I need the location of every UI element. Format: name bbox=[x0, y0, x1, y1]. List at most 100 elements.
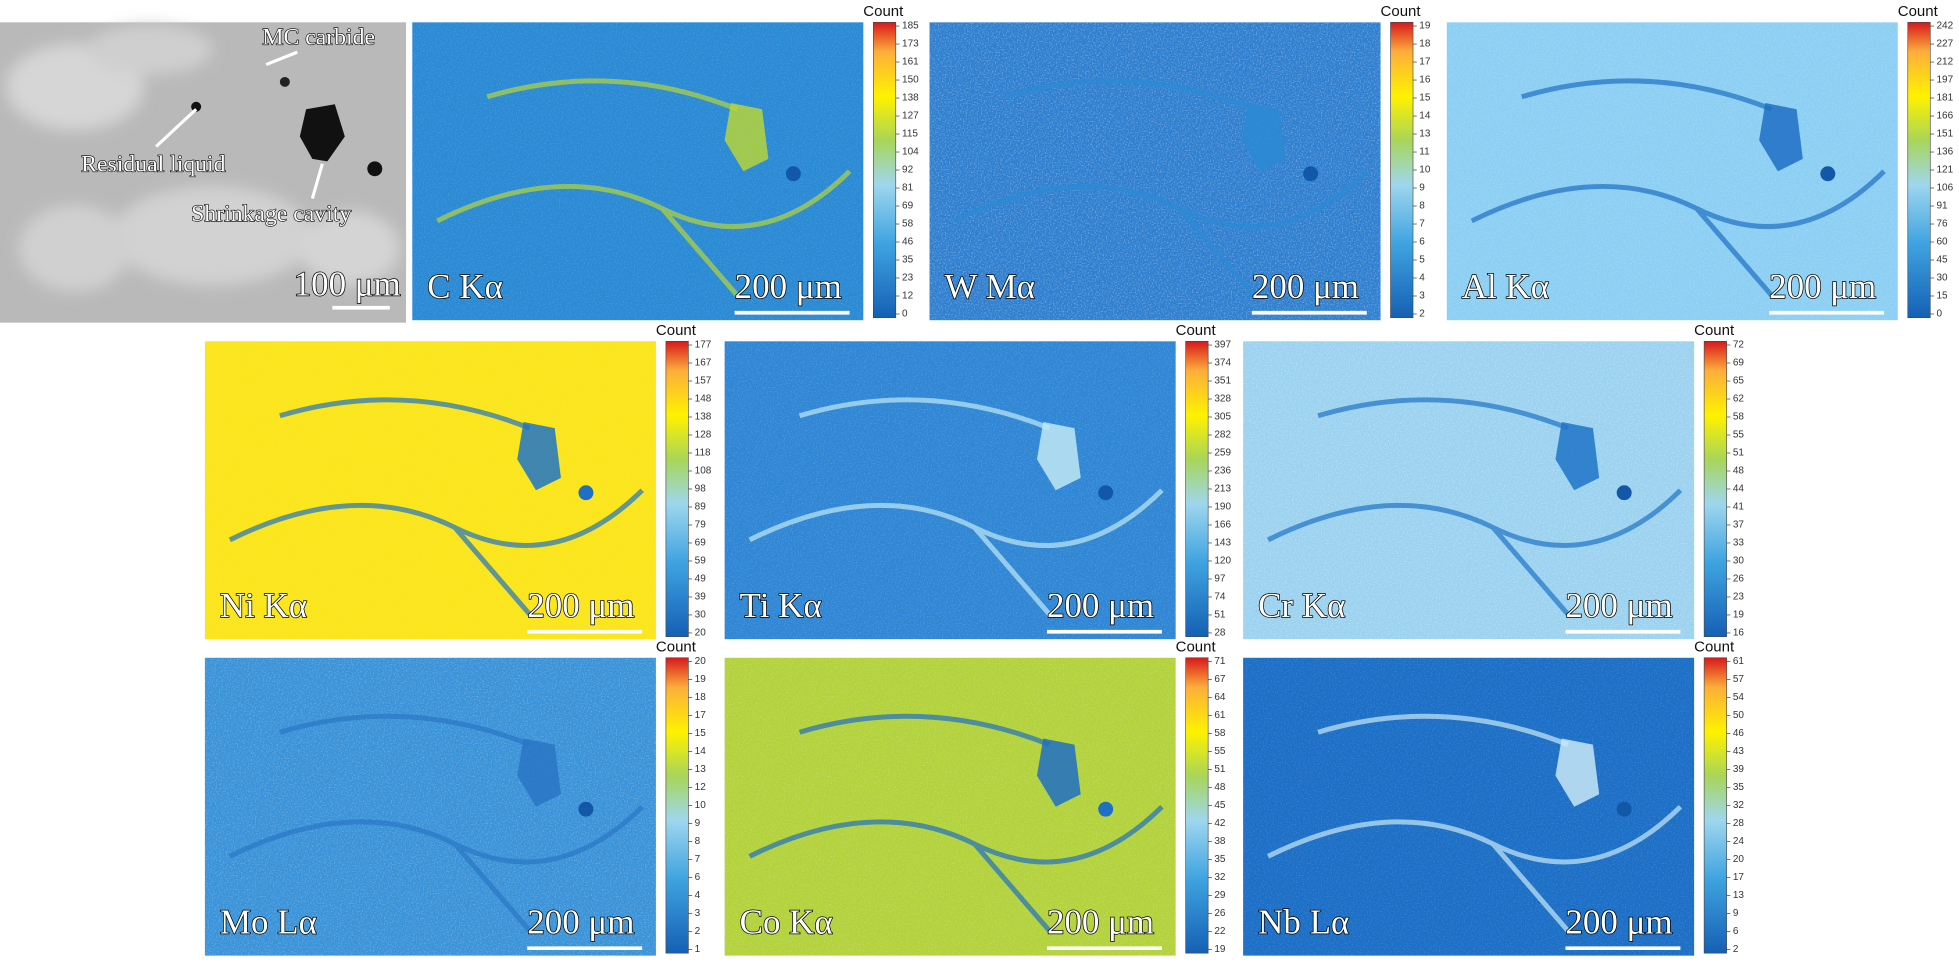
colorbar-tick-label: 328 bbox=[1214, 394, 1231, 405]
colorbar-tick-label: 236 bbox=[1214, 466, 1231, 477]
pore bbox=[191, 101, 202, 112]
colorbar-tick-label: 91 bbox=[1937, 201, 1949, 212]
colorbar-tick-label: 17 bbox=[695, 710, 707, 721]
colorbar-tick-label: 143 bbox=[1214, 538, 1231, 549]
pore bbox=[1098, 485, 1114, 501]
colorbar-tick-label: 76 bbox=[1937, 219, 1949, 230]
colorbar-tick-label: 97 bbox=[1214, 574, 1226, 585]
colorbar-tick-label: 44 bbox=[1733, 484, 1745, 495]
colorbar-tick-label: 35 bbox=[1214, 854, 1226, 865]
colorbar-tick-label: 98 bbox=[695, 484, 707, 495]
cavity bbox=[1036, 421, 1081, 491]
colorbar-tick-label: 28 bbox=[1214, 628, 1226, 639]
colorbar-tick-label: 39 bbox=[695, 592, 707, 603]
colorbar-tick-label: 17 bbox=[1419, 57, 1431, 68]
colorbar-tick-label: 51 bbox=[1214, 610, 1226, 621]
colorbar-tick-label: 24 bbox=[1733, 836, 1745, 847]
map-label: Nb Lα bbox=[1258, 902, 1349, 941]
colorbar-tick-label: 69 bbox=[1733, 358, 1745, 369]
colorbar-tick-label: 177 bbox=[695, 340, 712, 351]
colorbar-tick-label: 9 bbox=[1733, 908, 1739, 919]
colorbar-tick-label: 51 bbox=[1214, 764, 1226, 775]
colorbar-tick-label: 227 bbox=[1937, 39, 1954, 50]
colorbar-tick-label: 127 bbox=[902, 111, 919, 122]
colorbar-tick-label: 41 bbox=[1733, 502, 1745, 513]
colorbar-tick-label: 15 bbox=[1419, 93, 1431, 104]
colorbar-tick-label: 26 bbox=[1214, 908, 1226, 919]
colorbar-tick-label: 4 bbox=[1419, 273, 1425, 284]
colorbar-tick-label: 20 bbox=[695, 628, 707, 639]
colorbar-tick-label: 55 bbox=[1214, 746, 1226, 757]
colorbar-tick-label: 58 bbox=[1733, 412, 1745, 423]
colorbar-tick-label: 50 bbox=[1733, 710, 1745, 721]
scale-bar-label: 200 μm bbox=[1047, 586, 1154, 625]
colorbar-tick-label: 69 bbox=[902, 201, 914, 212]
colorbar-tick-label: 64 bbox=[1214, 692, 1226, 703]
colorbar-tick-label: 45 bbox=[1214, 800, 1226, 811]
colorbar-tick-label: 151 bbox=[1937, 129, 1954, 140]
pore bbox=[578, 801, 594, 817]
colorbar-tick-label: 2 bbox=[1733, 944, 1739, 955]
colorbar bbox=[1390, 22, 1414, 319]
colorbar-tick-label: 157 bbox=[695, 376, 712, 387]
colorbar-tick-label: 15 bbox=[1937, 291, 1949, 302]
colorbar-tick-label: 11 bbox=[1419, 147, 1430, 158]
colorbar-tick-label: 18 bbox=[1419, 39, 1431, 50]
colorbar-tick-label: 120 bbox=[1214, 556, 1231, 567]
colorbar-title: Count bbox=[1176, 639, 1217, 656]
phase-network bbox=[1266, 397, 1683, 616]
pore bbox=[1616, 485, 1632, 501]
phase-network bbox=[748, 397, 1164, 616]
colorbar-tick-label: 22 bbox=[1214, 926, 1226, 937]
map-label: Ti Kα bbox=[740, 586, 822, 625]
colorbar-tick-label: 79 bbox=[695, 520, 707, 531]
annotation: Shrinkage cavity bbox=[191, 201, 351, 227]
colorbar-tick-label: 138 bbox=[695, 412, 712, 423]
colorbar-tick-label: 374 bbox=[1214, 358, 1231, 369]
colorbar-title: Count bbox=[1898, 3, 1939, 20]
colorbar-tick-label: 12 bbox=[902, 291, 914, 302]
colorbar-tick-label: 7 bbox=[1419, 219, 1425, 230]
phase-network bbox=[1266, 713, 1683, 933]
colorbar-tick-label: 23 bbox=[902, 273, 914, 284]
scale-bar-label: 200 μm bbox=[1047, 902, 1154, 941]
colorbar-tick-label: 35 bbox=[1733, 782, 1745, 793]
colorbar-tick-label: 0 bbox=[902, 309, 908, 320]
colorbar-tick-label: 161 bbox=[902, 57, 919, 68]
colorbar-tick-label: 16 bbox=[1419, 75, 1431, 86]
cavity bbox=[1759, 103, 1803, 172]
pore bbox=[578, 485, 594, 501]
colorbar-tick-label: 62 bbox=[1733, 394, 1745, 405]
map-label: Co Kα bbox=[740, 902, 833, 941]
colorbar-tick-label: 10 bbox=[695, 800, 707, 811]
colorbar-tick-label: 58 bbox=[902, 219, 914, 230]
map-label: Al Kα bbox=[1462, 267, 1549, 306]
colorbar-tick-label: 7 bbox=[695, 854, 701, 865]
colorbar-tick-label: 32 bbox=[1733, 800, 1745, 811]
pore bbox=[1820, 166, 1836, 182]
colorbar-tick-label: 351 bbox=[1214, 376, 1231, 387]
colorbar-tick-label: 14 bbox=[695, 746, 707, 757]
colorbar-tick-label: 9 bbox=[1419, 183, 1425, 194]
phase-network bbox=[748, 713, 1164, 933]
colorbar-tick-label: 242 bbox=[1937, 21, 1954, 32]
colorbar-tick-label: 212 bbox=[1937, 57, 1954, 68]
cavity bbox=[1241, 103, 1286, 172]
colorbar-tick-label: 104 bbox=[902, 147, 919, 158]
colorbar-tick-label: 46 bbox=[902, 237, 914, 248]
colorbar-tick-label: 1 bbox=[695, 944, 701, 955]
phase-network bbox=[228, 397, 644, 616]
colorbar-tick-label: 185 bbox=[902, 21, 919, 32]
scale-bar-label: 200 μm bbox=[1565, 586, 1672, 625]
colorbar bbox=[1185, 657, 1209, 954]
colorbar-tick-label: 23 bbox=[1733, 592, 1745, 603]
element-map: Mo Lα 200 μmCount201918171514131210987643… bbox=[204, 639, 707, 956]
colorbar-tick-label: 37 bbox=[1733, 520, 1745, 531]
colorbar-tick-label: 150 bbox=[902, 75, 919, 86]
colorbar-title: Count bbox=[1176, 322, 1217, 339]
colorbar-tick-label: 8 bbox=[1419, 201, 1425, 212]
